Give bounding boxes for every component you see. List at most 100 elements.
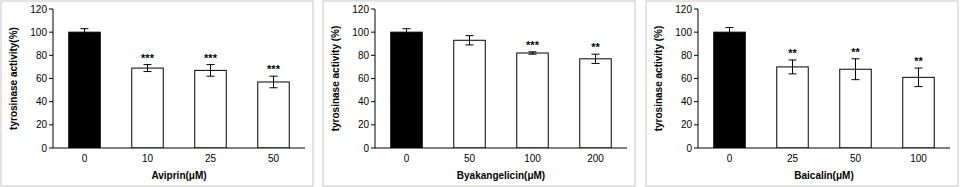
y-tick-label: 80 — [358, 50, 370, 61]
y-tick — [371, 124, 375, 125]
y-tick-label: 80 — [681, 50, 693, 61]
x-axis — [698, 148, 950, 149]
y-tick — [49, 124, 53, 125]
error-bar — [466, 36, 474, 45]
x-tick-label: 100 — [524, 153, 541, 164]
error-bar — [915, 68, 923, 87]
y-tick-label: 100 — [675, 27, 692, 38]
error-bar — [403, 29, 411, 36]
y-tick — [371, 9, 375, 10]
error-stem — [210, 65, 211, 77]
bar — [391, 32, 423, 148]
error-stem — [273, 76, 274, 88]
y-tick-label: 100 — [30, 27, 47, 38]
y-tick-label: 100 — [352, 27, 369, 38]
error-cap — [207, 64, 215, 65]
bar — [258, 82, 290, 148]
significance-mark: *** — [204, 52, 218, 64]
error-stem — [729, 28, 730, 37]
bar — [454, 40, 486, 148]
error-cap — [144, 64, 152, 65]
significance-mark: ** — [788, 47, 797, 59]
error-stem — [84, 29, 85, 36]
x-axis-label: Byakangelicin(μM) — [457, 170, 545, 181]
x-tick-label: 50 — [464, 153, 476, 164]
error-stem — [147, 65, 148, 72]
significance-mark: ** — [914, 55, 923, 67]
error-stem — [855, 59, 856, 80]
y-tick — [371, 78, 375, 79]
x-axis — [375, 148, 627, 149]
bar — [903, 77, 935, 148]
y-tick — [371, 55, 375, 56]
y-tick-label: 20 — [681, 119, 693, 130]
y-tick-label: 40 — [681, 96, 693, 107]
y-axis-label: tyrosinase activity (%) — [653, 26, 664, 132]
x-tick-label: 200 — [587, 153, 604, 164]
y-tick — [694, 124, 698, 125]
error-cap — [270, 87, 278, 88]
y-tick-label: 0 — [41, 143, 47, 154]
error-cap — [466, 44, 474, 45]
error-cap — [270, 76, 278, 77]
y-tick-label: 40 — [358, 96, 370, 107]
error-cap — [789, 59, 797, 60]
x-tick-label: 100 — [910, 153, 927, 164]
error-cap — [726, 27, 734, 28]
y-tick — [49, 55, 53, 56]
y-tick — [49, 148, 53, 149]
y-tick-label: 120 — [352, 4, 369, 15]
bars — [714, 28, 935, 148]
y-tick — [694, 55, 698, 56]
error-bar — [852, 59, 860, 80]
significance-mark: ** — [591, 41, 600, 53]
x-tick-label: 0 — [82, 153, 88, 164]
x-axis-label: Aviprin(μM) — [151, 170, 206, 181]
y-tick-label: 40 — [36, 96, 48, 107]
y-axis — [375, 9, 376, 148]
error-cap — [726, 36, 734, 37]
error-bar — [529, 52, 537, 54]
panel-border — [1, 1, 313, 186]
y-tick — [49, 9, 53, 10]
error-bar — [207, 65, 215, 77]
y-tick — [371, 32, 375, 33]
y-axis-label: tyrosinase activity (%) — [330, 26, 341, 132]
x-axis — [53, 148, 305, 149]
error-cap — [466, 35, 474, 36]
y-tick-label: 80 — [36, 50, 48, 61]
figure: 020406080100120tyrosinase activity(%)***… — [0, 0, 960, 187]
error-cap — [852, 58, 860, 59]
y-axis — [53, 9, 54, 148]
error-stem — [469, 36, 470, 45]
y-tick-label: 0 — [686, 143, 692, 154]
error-cap — [207, 76, 215, 77]
error-cap — [144, 71, 152, 72]
y-tick-label: 20 — [358, 119, 370, 130]
y-tick-label: 120 — [675, 4, 692, 15]
y-tick — [694, 148, 698, 149]
y-tick — [49, 78, 53, 79]
error-bar — [144, 65, 152, 72]
error-cap — [592, 54, 600, 55]
bar — [580, 59, 612, 148]
error-bar — [81, 29, 89, 36]
significance-mark: ** — [851, 46, 860, 58]
bar — [714, 32, 746, 148]
y-tick — [694, 101, 698, 102]
error-stem — [595, 54, 596, 63]
y-tick — [371, 101, 375, 102]
y-tick-label: 60 — [681, 73, 693, 84]
x-tick-label: 50 — [850, 153, 862, 164]
error-cap — [529, 51, 537, 52]
x-tick-label: 0 — [727, 153, 733, 164]
panel-border — [646, 1, 958, 186]
significance-mark: *** — [526, 39, 540, 51]
error-cap — [852, 79, 860, 80]
error-cap — [915, 68, 923, 69]
bar — [840, 69, 872, 148]
error-stem — [406, 29, 407, 36]
bar — [517, 53, 549, 148]
bar — [195, 70, 227, 148]
error-cap — [789, 73, 797, 74]
